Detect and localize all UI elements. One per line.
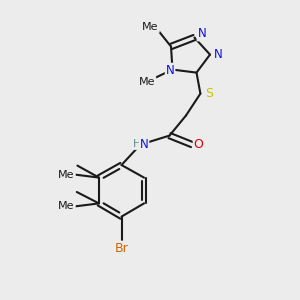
Text: Me: Me: [58, 169, 75, 180]
Text: Me: Me: [139, 77, 155, 87]
Text: Br: Br: [115, 242, 128, 255]
Text: N: N: [140, 137, 148, 151]
Text: Me: Me: [58, 201, 75, 212]
Text: N: N: [166, 64, 175, 77]
Text: N: N: [213, 48, 222, 61]
Text: Me: Me: [142, 22, 159, 32]
Text: S: S: [205, 87, 213, 100]
Text: O: O: [194, 138, 203, 151]
Text: H: H: [133, 139, 142, 149]
Text: N: N: [197, 27, 206, 40]
